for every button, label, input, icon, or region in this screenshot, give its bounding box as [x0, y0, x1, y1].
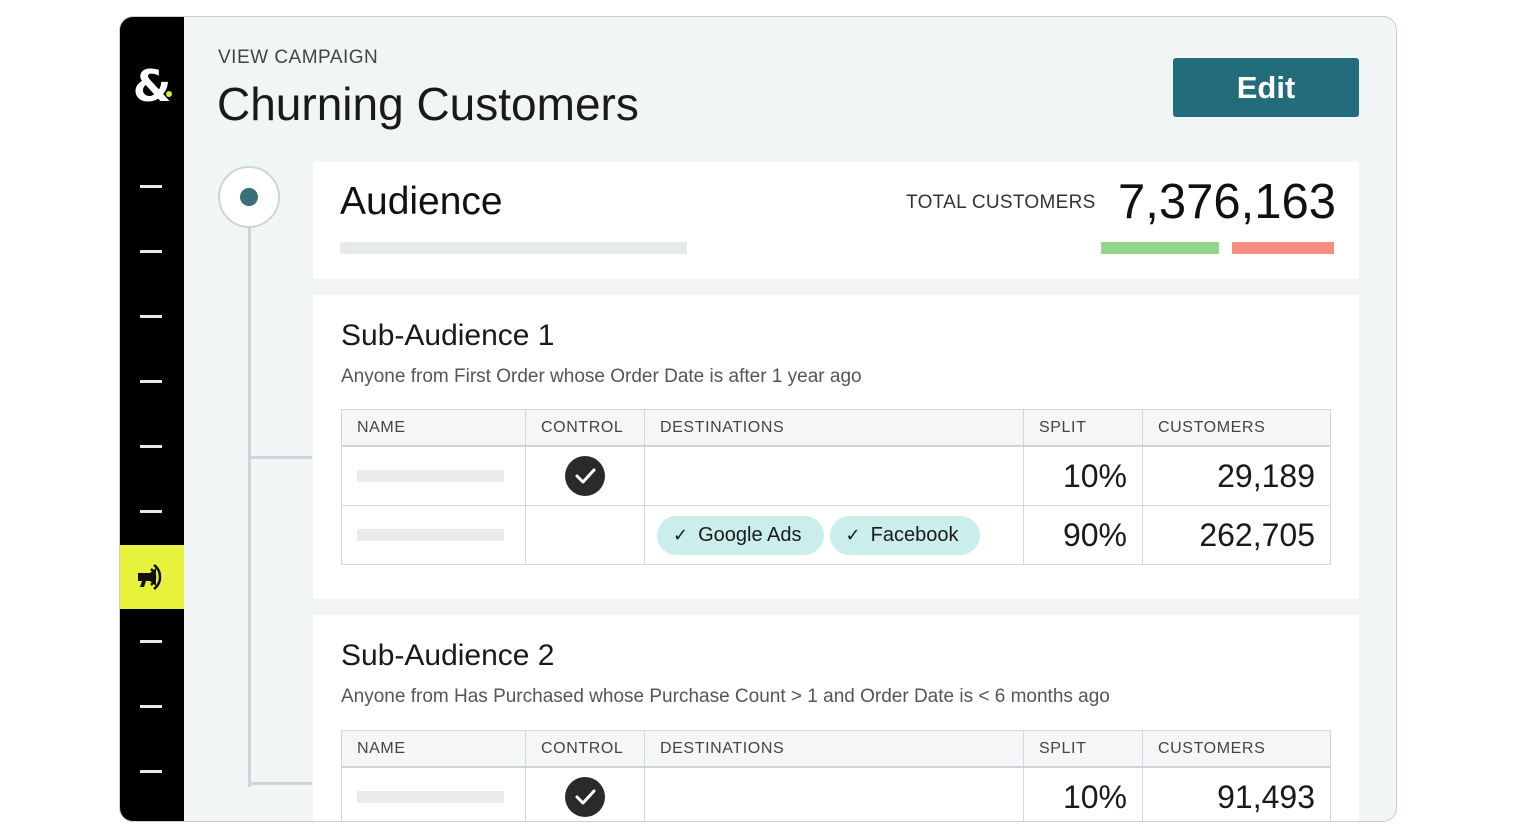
rail-item-campaigns[interactable]: [120, 545, 184, 609]
page-title: Churning Customers: [217, 78, 639, 130]
total-bar-green: [1101, 242, 1219, 254]
name-cell: [341, 766, 526, 821]
rail-item-5[interactable]: [120, 414, 184, 478]
menu-dash-icon: [140, 185, 162, 188]
check-icon: [565, 456, 605, 497]
destinations-cell: [644, 445, 1024, 506]
menu-dash-icon: [140, 250, 162, 253]
checkmark-icon: ✓: [673, 525, 689, 546]
menu-dash-icon: [140, 640, 162, 643]
destinations-cell: [644, 766, 1024, 821]
control-cell: [525, 505, 645, 565]
column-header-split[interactable]: SPLIT: [1023, 730, 1143, 768]
column-header-control[interactable]: CONTROL: [525, 730, 645, 768]
rail-item-1[interactable]: [120, 154, 184, 218]
rail-item-6[interactable]: [120, 479, 184, 543]
split-cell: 90%: [1023, 505, 1143, 565]
total-customers-label: TOTAL CUSTOMERS: [906, 192, 1096, 213]
check-icon: [565, 777, 605, 818]
split-cell: 10%: [1023, 445, 1143, 506]
sub-audience-table: NAME CONTROL DESTINATIONS SPLIT CUSTOMER…: [341, 730, 1331, 821]
column-header-split[interactable]: SPLIT: [1023, 409, 1143, 447]
menu-dash-icon: [140, 510, 162, 513]
sub-audience-title: Sub-Audience 1: [341, 319, 555, 352]
column-header-destinations[interactable]: DESTINATIONS: [644, 409, 1024, 447]
menu-dash-icon: [140, 770, 162, 773]
column-header-customers[interactable]: CUSTOMERS: [1142, 730, 1331, 768]
column-header-name[interactable]: NAME: [341, 409, 526, 447]
logo-mark: &: [132, 61, 172, 112]
table-row[interactable]: 10% 29,189: [341, 445, 1331, 506]
timeline-line: [248, 227, 251, 787]
column-header-customers[interactable]: CUSTOMERS: [1142, 409, 1331, 447]
total-customers-value: 7,376,163: [1118, 175, 1336, 229]
rail-item-10[interactable]: [120, 739, 184, 803]
table-row[interactable]: 10% 91,493: [341, 766, 1331, 821]
sub-audience-table: NAME CONTROL DESTINATIONS SPLIT CUSTOMER…: [341, 409, 1331, 565]
audience-placeholder-bar: [340, 242, 687, 254]
edit-button[interactable]: Edit: [1173, 58, 1359, 117]
timeline-node-dot: [240, 188, 258, 206]
customers-cell: 91,493: [1142, 766, 1331, 821]
rail-item-4[interactable]: [120, 349, 184, 413]
sub-audience-card-2: Sub-Audience 2 Anyone from Has Purchased…: [313, 615, 1359, 821]
control-cell: [525, 766, 645, 821]
rail-item-8[interactable]: [120, 609, 184, 673]
audience-title: Audience: [340, 180, 503, 223]
column-header-control[interactable]: CONTROL: [525, 409, 645, 447]
split-cell: 10%: [1023, 766, 1143, 821]
name-cell: [341, 445, 526, 506]
menu-dash-icon: [140, 705, 162, 708]
column-header-name[interactable]: NAME: [341, 730, 526, 768]
megaphone-icon: [138, 564, 162, 590]
rail-item-2[interactable]: [120, 219, 184, 283]
table-header-row: NAME CONTROL DESTINATIONS SPLIT CUSTOMER…: [341, 409, 1331, 447]
page-eyebrow: VIEW CAMPAIGN: [218, 47, 379, 68]
table-row[interactable]: ✓ Google Ads ✓ Facebook 90% 262,705: [341, 505, 1331, 565]
audience-card: Audience TOTAL CUSTOMERS 7,376,163: [313, 162, 1359, 279]
timeline-branch: [248, 782, 312, 785]
timeline-branch: [248, 456, 312, 459]
name-placeholder: [357, 470, 504, 482]
customers-cell: 262,705: [1142, 505, 1331, 565]
rail-item-3[interactable]: [120, 284, 184, 348]
menu-dash-icon: [140, 380, 162, 383]
destinations-cell: ✓ Google Ads ✓ Facebook: [644, 505, 1024, 565]
name-placeholder: [357, 791, 504, 803]
customers-cell: 29,189: [1142, 445, 1331, 506]
checkmark-icon: ✓: [845, 525, 861, 546]
app-window: & VIEW CAMPAIGN Churning Customers Edit …: [119, 16, 1397, 822]
name-cell: [341, 505, 526, 565]
column-header-destinations[interactable]: DESTINATIONS: [644, 730, 1024, 768]
sub-audience-title: Sub-Audience 2: [341, 639, 555, 672]
menu-dash-icon: [140, 315, 162, 318]
sub-audience-card-1: Sub-Audience 1 Anyone from First Order w…: [313, 295, 1359, 599]
destination-label: Google Ads: [698, 524, 802, 547]
timeline-node: [218, 166, 280, 228]
destination-pill-google-ads[interactable]: ✓ Google Ads: [657, 516, 824, 556]
side-rail: &: [120, 17, 184, 821]
destination-label: Facebook: [870, 524, 959, 547]
table-header-row: NAME CONTROL DESTINATIONS SPLIT CUSTOMER…: [341, 730, 1331, 768]
sub-audience-description: Anyone from First Order whose Order Date…: [341, 366, 862, 387]
name-placeholder: [357, 529, 504, 541]
menu-dash-icon: [140, 445, 162, 448]
rail-item-9[interactable]: [120, 674, 184, 738]
sub-audience-description: Anyone from Has Purchased whose Purchase…: [341, 686, 1110, 707]
logo: &: [120, 61, 184, 113]
control-cell: [525, 445, 645, 506]
logo-dot: [166, 91, 172, 97]
destination-pill-facebook[interactable]: ✓ Facebook: [829, 516, 981, 556]
total-bar-red: [1232, 242, 1334, 254]
